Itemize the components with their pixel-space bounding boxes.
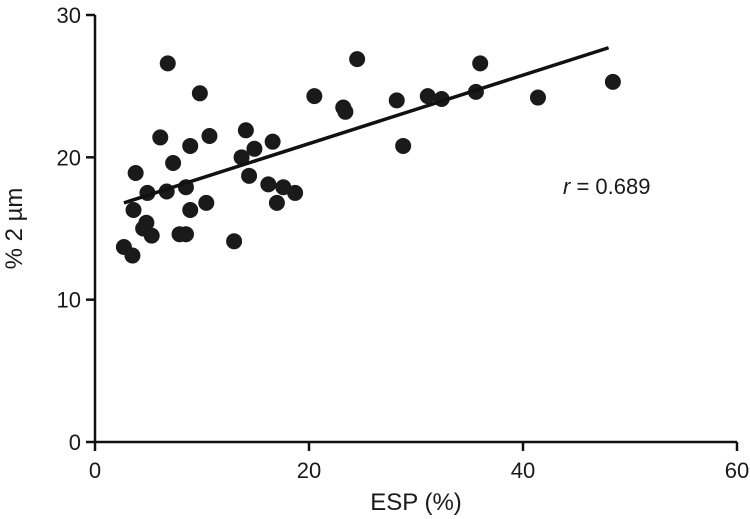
data-point xyxy=(237,122,254,139)
data-point xyxy=(337,103,354,120)
data-point xyxy=(388,92,405,109)
data-point xyxy=(260,176,277,193)
x-tick-label: 60 xyxy=(725,458,749,483)
data-point xyxy=(138,214,155,231)
y-tick-label: 30 xyxy=(57,3,81,28)
y-tick-label: 0 xyxy=(69,430,81,455)
correlation-value: = 0.689 xyxy=(570,174,650,199)
y-tick-label: 10 xyxy=(57,288,81,313)
x-tick-label: 40 xyxy=(511,458,535,483)
data-point xyxy=(152,129,169,146)
data-point xyxy=(159,55,176,72)
data-point xyxy=(143,227,160,244)
data-point xyxy=(226,233,243,250)
data-point xyxy=(306,88,323,105)
data-point xyxy=(165,155,182,172)
correlation-annotation: r = 0.689 xyxy=(563,174,650,199)
correlation-r-symbol: r xyxy=(563,174,572,199)
y-axis-title: % 2 µm xyxy=(1,188,28,270)
data-point xyxy=(604,73,621,90)
data-point xyxy=(127,164,144,181)
data-point xyxy=(182,137,199,154)
x-axis-title: ESP (%) xyxy=(370,489,462,516)
data-point xyxy=(395,137,412,154)
data-point xyxy=(419,88,436,105)
data-point xyxy=(246,140,263,157)
data-point xyxy=(182,201,199,218)
data-point xyxy=(529,89,546,106)
y-ticks: 0 10 20 30 xyxy=(57,3,95,455)
x-tick-label: 0 xyxy=(89,458,101,483)
data-point xyxy=(264,133,281,150)
x-ticks: 0 20 40 60 xyxy=(89,442,749,483)
data-point xyxy=(124,247,141,264)
axes xyxy=(93,15,737,444)
data-point xyxy=(233,149,250,166)
data-points xyxy=(115,51,621,264)
data-point xyxy=(287,184,304,201)
data-point xyxy=(125,201,142,218)
x-tick-label: 20 xyxy=(297,458,321,483)
data-point xyxy=(177,226,194,243)
trend-line xyxy=(123,46,610,205)
data-point xyxy=(241,167,258,184)
data-point xyxy=(198,194,215,211)
data-point xyxy=(191,85,208,102)
data-point xyxy=(268,194,285,211)
data-point xyxy=(349,51,366,68)
y-tick-label: 20 xyxy=(57,145,81,170)
data-point xyxy=(472,55,489,72)
data-point xyxy=(201,127,218,144)
